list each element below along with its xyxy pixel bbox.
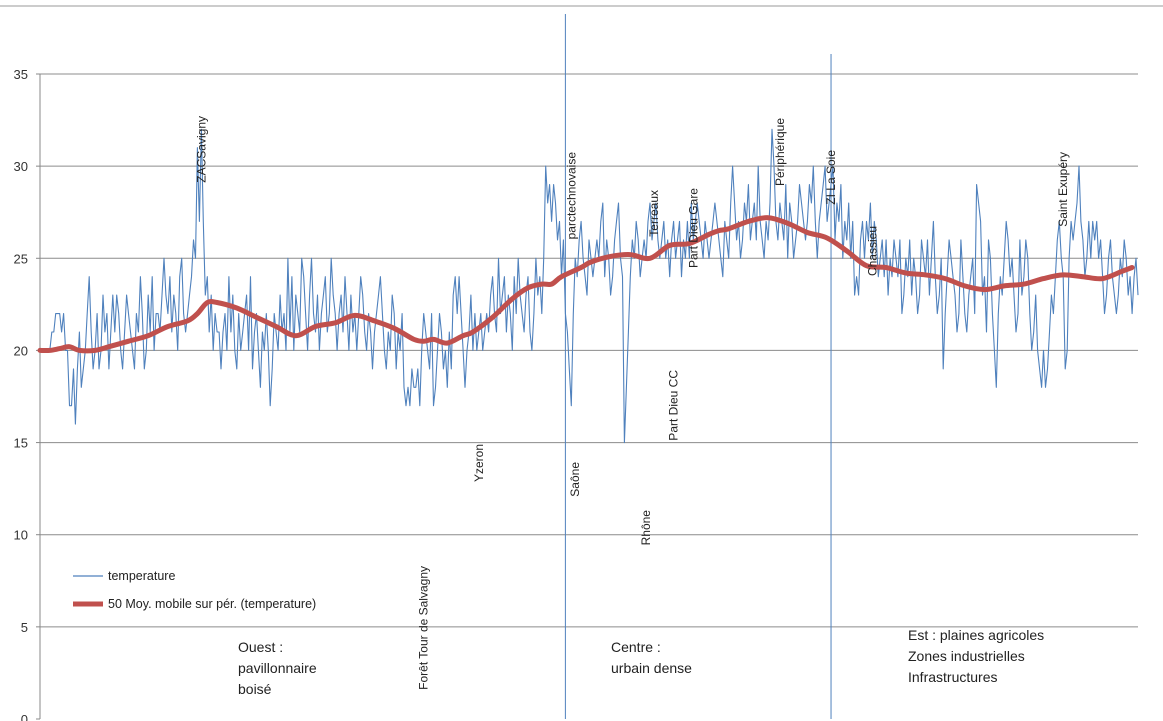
y-tick-label-15: 15 — [14, 436, 28, 451]
annotation-bottom-label: Rhône — [639, 510, 653, 546]
annotation-top-label: Part Dieu Gare — [686, 188, 700, 268]
temperature-line — [40, 128, 1139, 444]
y-tick-label-35: 35 — [14, 67, 28, 82]
series-moving-average — [37, 215, 1135, 354]
region-label: Zones industrielles — [908, 648, 1025, 664]
legend-label-moving-average: 50 Moy. mobile sur pér. (temperature) — [108, 597, 316, 611]
gridlines — [40, 73, 1138, 628]
region-dividers — [564, 14, 832, 719]
region-label: Infrastructures — [908, 669, 997, 685]
y-tick-label-20: 20 — [14, 343, 28, 358]
moving-average-line — [37, 215, 1135, 354]
annotation-top-label: Chassieu — [865, 226, 879, 276]
region-label: Est : plaines agricoles — [908, 627, 1044, 643]
legend-label-temperature: temperature — [108, 569, 175, 583]
annotation-bottom-label: Saône — [568, 462, 582, 497]
annotation-top-label: ZI La Soie — [824, 150, 838, 205]
y-tick-label-5: 5 — [21, 620, 28, 635]
annotation-bottom-label: Forêt Tour de Salvagny — [417, 566, 431, 690]
series-temperature — [40, 128, 1139, 444]
region-label: boisé — [238, 681, 272, 697]
annotation-top-label: ZACSavigny — [194, 116, 208, 183]
region-label: Ouest : — [238, 639, 283, 655]
annotations: ZACSavigny parctechnovaise Terreaux Part Di… — [194, 116, 1070, 690]
y-axis: 0 5 10 15 20 25 30 35 — [14, 67, 41, 721]
region-label: pavillonnaire — [238, 660, 317, 676]
annotation-top-label: Périphérique — [773, 118, 787, 186]
region-labels: Ouest : pavillonnaire boisé Centre : urbain … — [238, 627, 1044, 697]
y-tick-label-30: 30 — [14, 159, 28, 174]
y-tick-label-25: 25 — [14, 251, 28, 266]
region-label: Centre : — [611, 639, 661, 655]
region-label: urbain dense — [611, 660, 692, 676]
y-tick-label-0: 0 — [21, 712, 28, 721]
annotation-bottom-label: Yzeron — [472, 444, 486, 482]
annotation-top-label: parctechnovaise — [564, 152, 578, 240]
y-tick-label-10: 10 — [14, 528, 28, 543]
annotation-top-label: Terreaux — [647, 190, 661, 237]
legend: temperature 50 Moy. mobile sur pér. (tem… — [73, 569, 316, 611]
annotation-top-label: Saint Exupéry — [1056, 152, 1070, 227]
annotation-bottom-label: Part Dieu CC — [667, 370, 681, 441]
